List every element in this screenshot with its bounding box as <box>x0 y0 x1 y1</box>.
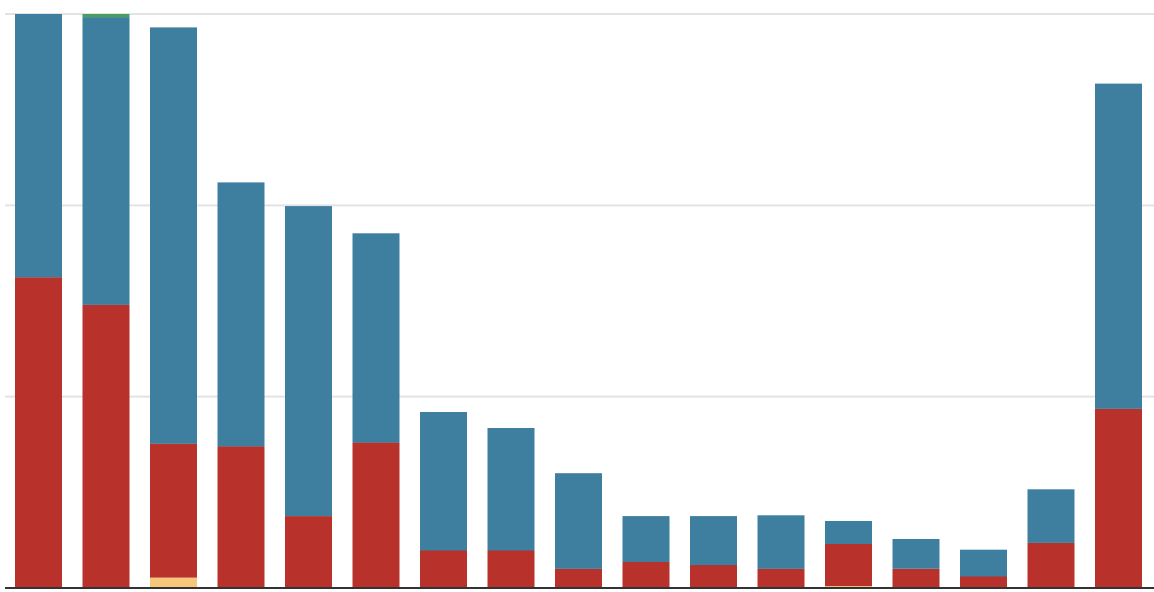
bar-10-segment-2 <box>690 516 737 566</box>
bars <box>15 14 1142 588</box>
bar-0-segment-1 <box>15 277 62 588</box>
bar-16-segment-2 <box>1095 83 1142 409</box>
bar-8-segment-1 <box>555 568 602 588</box>
bar-2-segment-2 <box>150 27 197 444</box>
bar-1-segment-3 <box>82 14 130 18</box>
bar-8-segment-2 <box>555 473 602 569</box>
bar-11-segment-1 <box>757 568 805 588</box>
bar-9-segment-1 <box>622 562 670 588</box>
bar-9-segment-2 <box>622 516 670 562</box>
bar-12-segment-1 <box>825 544 872 587</box>
bar-4-segment-2 <box>285 206 332 517</box>
bar-13-segment-2 <box>892 539 940 569</box>
bar-15-segment-2 <box>1027 489 1075 543</box>
bar-12-segment-2 <box>825 521 872 544</box>
bar-5-segment-1 <box>352 442 400 588</box>
bar-3-segment-2 <box>217 182 265 447</box>
bar-7-segment-1 <box>487 550 535 588</box>
bar-2-segment-0 <box>150 577 197 588</box>
bar-14-segment-2 <box>960 549 1007 577</box>
bar-1-segment-1 <box>82 304 130 588</box>
bar-14-segment-1 <box>960 576 1007 588</box>
bar-0-segment-2 <box>15 14 62 278</box>
bar-7-segment-2 <box>487 428 535 551</box>
bar-6-segment-1 <box>420 550 467 588</box>
bar-5-segment-2 <box>352 233 400 443</box>
bar-6-segment-2 <box>420 412 467 551</box>
bar-1-segment-2 <box>82 17 130 305</box>
bar-11-segment-2 <box>757 515 805 569</box>
bar-16-segment-1 <box>1095 408 1142 588</box>
bar-10-segment-1 <box>690 565 737 588</box>
bar-3-segment-1 <box>217 446 265 588</box>
bar-13-segment-1 <box>892 568 940 588</box>
bar-2-segment-1 <box>150 443 197 578</box>
bar-15-segment-1 <box>1027 542 1075 588</box>
bar-4-segment-1 <box>285 516 332 588</box>
